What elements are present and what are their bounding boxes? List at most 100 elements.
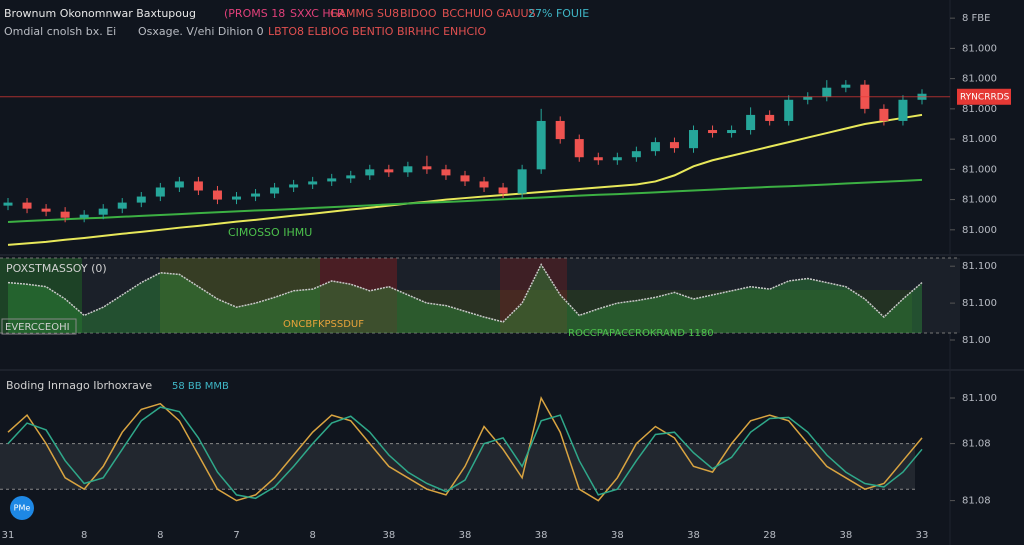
candle-body [460, 175, 470, 182]
candle-body [498, 187, 508, 194]
header-text: Brownum Okonomnwar Baxtupoug [4, 7, 196, 20]
zone [160, 258, 320, 333]
candle-body [174, 181, 184, 188]
zone [567, 290, 912, 333]
x-tick-label: 31 [2, 530, 15, 541]
candle-body [555, 120, 565, 140]
label-box [1, 318, 77, 335]
candle-body [593, 157, 603, 161]
candle-body [3, 202, 13, 206]
y-tick-label: 81.100 [962, 393, 997, 404]
y-tick-label: 81.100 [962, 261, 997, 272]
header-text: Osxage. V/ehi Dihion 0 [138, 25, 264, 38]
area-fill [8, 264, 922, 333]
candle-body [441, 169, 451, 176]
x-tick-label: 28 [763, 530, 776, 541]
candle-body [898, 99, 908, 121]
candle-body [79, 214, 89, 218]
moving-average [7, 178, 923, 223]
y-tick-label: 81.08 [962, 496, 991, 507]
y-tick-label: 81.100 [962, 298, 997, 309]
header-text: GAMMG SU8 [330, 7, 399, 20]
moving-average [7, 113, 923, 246]
header-text: SXXC HFR [290, 7, 345, 20]
stochastic-line [7, 406, 923, 500]
x-tick-label: 38 [535, 530, 548, 541]
candle-body [803, 96, 813, 100]
x-tick-label: 38 [687, 530, 700, 541]
x-tick-label: 33 [916, 530, 929, 541]
candle-body [212, 190, 222, 200]
pane-title: Boding Inrnago Ibrhoxrave [6, 379, 152, 392]
header-text: Omdial cnolsh bx. Ei [4, 25, 116, 38]
candle-body [708, 130, 718, 134]
header-text: 27% FOUIE [528, 7, 589, 20]
candle-body [517, 169, 527, 194]
x-tick-label: 8 [81, 530, 87, 541]
header-line: Brownum Okonomnwar Baxtupoug (PROMS 18 S… [4, 7, 589, 20]
header-line: Omdial cnolsh bx. Ei Osxage. V/ehi Dihio… [4, 25, 486, 38]
x-tick-label: 38 [382, 530, 395, 541]
zone [320, 258, 397, 333]
zone [500, 258, 567, 333]
badge-label[interactable]: PMe [14, 504, 31, 513]
candle-body [308, 181, 318, 185]
candle-body [574, 139, 584, 158]
pane-title: POXSTMASSOY (0) [6, 262, 107, 275]
badge-icon[interactable] [10, 496, 34, 520]
y-tick-label: 81.00 [962, 335, 991, 346]
candle-body [689, 130, 698, 149]
zone [397, 290, 567, 333]
candle-body [536, 120, 546, 170]
candle-body [41, 208, 51, 212]
candle-body [403, 166, 413, 173]
header-text: (PROMS 18 [224, 7, 285, 20]
zone [0, 258, 82, 333]
band-fill [0, 443, 915, 490]
candle-body [270, 187, 280, 194]
y-tick-label: 81.000 [962, 134, 997, 145]
candle-body [765, 114, 775, 121]
pane-subtitle: 58 BB MMB [172, 381, 229, 392]
y-tick-label: 81.000 [962, 225, 997, 236]
candle-body [841, 84, 851, 88]
candle-body [784, 99, 794, 121]
candle-body [612, 157, 622, 161]
header-text: BIDOO [400, 7, 437, 20]
candle-body [136, 196, 146, 203]
candle-body [60, 211, 70, 218]
y-tick-label: 81.000 [962, 43, 997, 54]
header-text: LBTO8 ELBIOG BENTIO BIRHHC ENHCIO [268, 25, 486, 38]
annotation: CIMOSSO IHMU [228, 226, 312, 239]
y-tick-label: 81.000 [962, 104, 997, 115]
x-tick-label: 7 [233, 530, 239, 541]
x-tick-label: 38 [839, 530, 852, 541]
x-tick-label: 8 [309, 530, 315, 541]
y-tick-label: 81.000 [962, 164, 997, 175]
x-tick-label: 38 [611, 530, 624, 541]
candle-body [384, 169, 394, 173]
candle-body [650, 142, 660, 152]
candle-body [22, 202, 32, 209]
candle-body [669, 142, 679, 149]
candle-body [289, 184, 299, 188]
candle-body [251, 193, 261, 197]
y-tick-label: 8 FBE [962, 13, 990, 24]
candle-body [479, 181, 489, 188]
candle-body [327, 178, 337, 182]
y-tick-label: 81.000 [962, 74, 997, 85]
price-label: RYNCRRDS [960, 92, 1010, 102]
candle-body [232, 196, 241, 200]
price-tag [957, 88, 1011, 105]
candle-body [631, 151, 641, 158]
stochastic-line [7, 395, 923, 502]
candle-body [422, 166, 432, 170]
y-tick-label: 81.000 [962, 195, 997, 206]
candle-body [117, 202, 127, 209]
plot-layer: RYNCRRDS 31 8 8 7 8 38 38 38 38 38 28 38 33 8 FBE 81.00… [0, 13, 1011, 541]
candle-body [365, 169, 375, 176]
annotation: EVERCCEOHI [5, 322, 70, 333]
candle-body [98, 208, 108, 215]
candle-body [155, 187, 165, 197]
